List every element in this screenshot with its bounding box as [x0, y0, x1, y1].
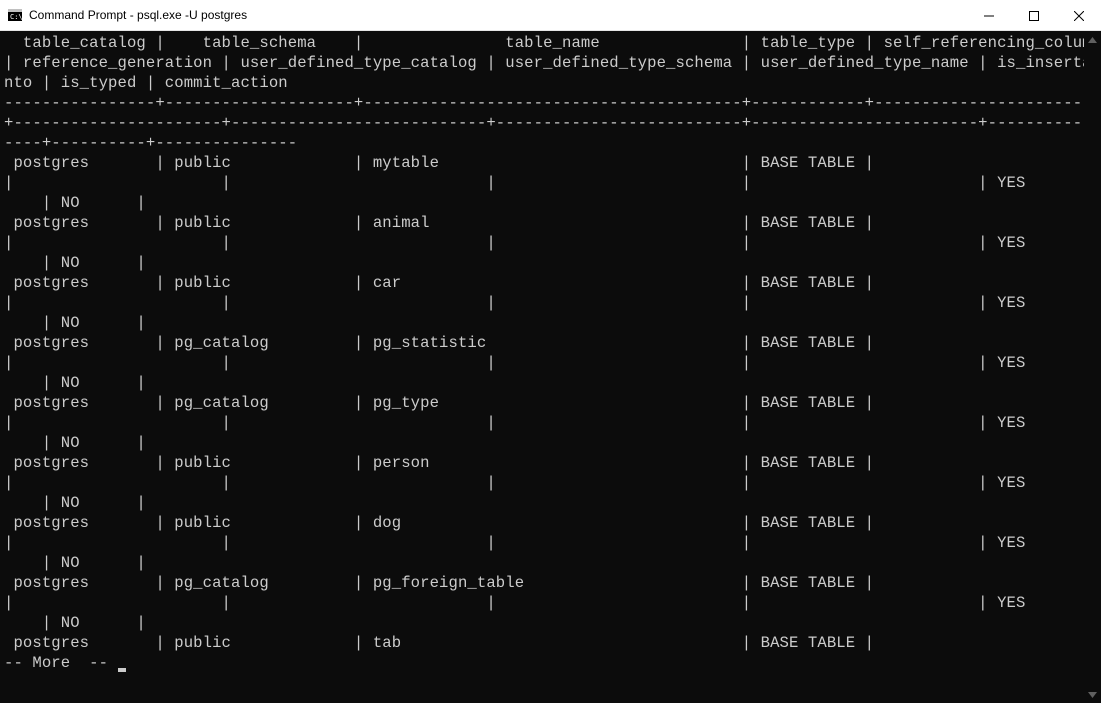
terminal-container: table_catalog | table_schema | table_nam…: [0, 31, 1101, 703]
terminal-cursor: [118, 668, 127, 672]
window-controls: [966, 0, 1101, 30]
vertical-scrollbar[interactable]: [1084, 31, 1101, 703]
scroll-down-icon[interactable]: [1084, 686, 1101, 703]
window-title: Command Prompt - psql.exe -U postgres: [29, 8, 966, 22]
maximize-button[interactable]: [1011, 0, 1056, 31]
title-bar: C:\ Command Prompt - psql.exe -U postgre…: [0, 0, 1101, 31]
close-button[interactable]: [1056, 0, 1101, 31]
window: C:\ Command Prompt - psql.exe -U postgre…: [0, 0, 1101, 703]
terminal-output[interactable]: table_catalog | table_schema | table_nam…: [0, 31, 1084, 703]
minimize-button[interactable]: [966, 0, 1011, 31]
cmd-icon: C:\: [7, 7, 23, 23]
scroll-up-icon[interactable]: [1084, 31, 1101, 48]
svg-text:C:\: C:\: [10, 13, 23, 21]
